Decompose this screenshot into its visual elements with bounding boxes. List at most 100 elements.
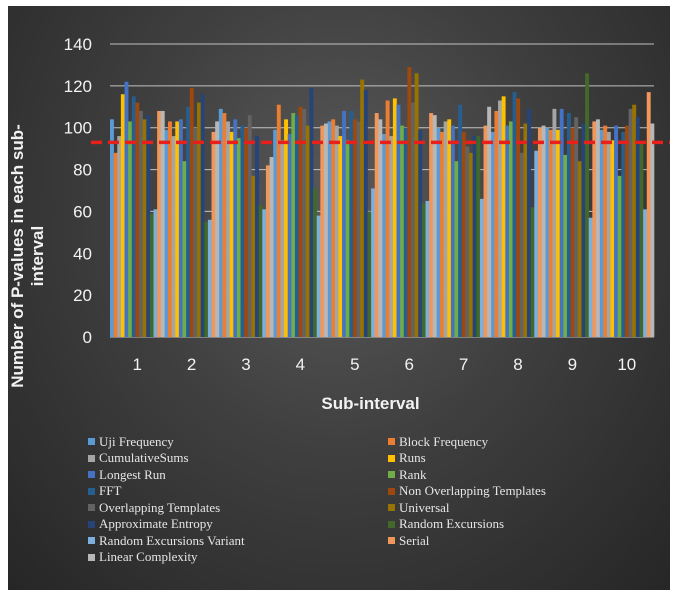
legend-item: Longest Run	[88, 467, 388, 483]
bar-5-serial	[374, 113, 379, 337]
bar-5-non-overlapping-templates	[352, 119, 357, 337]
legend-item: Random Excursions	[388, 516, 648, 533]
bar-3-runs	[229, 131, 234, 337]
bar-5-rank	[345, 140, 350, 337]
bar-3-random-excursions	[258, 205, 263, 337]
bar-2-random-excursions-variant	[207, 219, 212, 337]
bar-4-uji-frequency	[273, 129, 278, 337]
x-tick-label: 4	[296, 355, 305, 374]
bar-7-runs	[447, 119, 452, 337]
bar-7-cumulativesums	[443, 121, 448, 337]
bar-10-serial	[646, 92, 651, 337]
bar-3-universal	[251, 175, 256, 337]
bar-9-universal	[577, 161, 582, 337]
x-tick-label: 7	[459, 355, 468, 374]
bar-4-linear-complexity	[323, 123, 328, 338]
bar-10-longest-run	[614, 125, 619, 337]
bar-6-block-frequency	[385, 100, 390, 337]
bar-9-serial	[592, 121, 597, 337]
bar-6-random-excursions-variant	[425, 200, 430, 337]
bar-10-non-overlapping-templates	[624, 125, 629, 337]
legend-label: FFT	[99, 483, 122, 499]
bar-10-universal	[632, 104, 637, 337]
bar-8-runs	[501, 96, 506, 337]
bar-6-non-overlapping-templates	[407, 67, 412, 337]
bar-4-serial	[320, 125, 325, 337]
x-tick-label: 6	[404, 355, 413, 374]
legend-item: FFT	[88, 483, 388, 500]
y-tick-label: 0	[83, 328, 92, 347]
bar-4-universal	[305, 125, 310, 337]
legend-item: Uji Frequency	[88, 434, 388, 450]
bar-10-runs	[610, 140, 615, 337]
legend-item: Non Overlapping Templates	[388, 483, 648, 500]
bar-7-rank	[454, 161, 459, 337]
bar-5-approximate-entropy	[363, 90, 368, 338]
bar-5-cumulativesums	[334, 125, 339, 337]
y-tick-label: 60	[73, 202, 92, 221]
bar-9-linear-complexity	[595, 119, 600, 337]
bar-2-overlapping-templates	[193, 127, 198, 337]
bar-6-linear-complexity	[432, 115, 437, 338]
bar-8-cumulativesums	[498, 100, 502, 337]
bar-1-fft	[131, 96, 136, 337]
bar-4-longest-run	[287, 133, 292, 337]
y-tick-label: 20	[73, 286, 92, 305]
bar-9-cumulativesums	[552, 108, 557, 337]
bar-1-linear-complexity	[160, 110, 165, 337]
bar-1-runs	[120, 94, 125, 337]
bar-3-longest-run	[233, 119, 238, 337]
bar-6-fft	[403, 127, 408, 337]
bar-5-overlapping-templates	[356, 121, 361, 337]
bar-3-linear-complexity	[269, 157, 274, 337]
bar-9-runs	[556, 129, 561, 337]
y-tick-label: 100	[64, 119, 92, 138]
x-tick-label: 3	[241, 355, 250, 374]
bar-10-uji-frequency	[599, 129, 604, 337]
bar-3-non-overlapping-templates	[244, 127, 249, 337]
bar-10-rank	[617, 175, 622, 337]
bar-2-rank	[182, 161, 187, 337]
bar-1-approximate-entropy	[146, 115, 151, 338]
bar-6-rank	[400, 125, 405, 337]
bar-6-cumulativesums	[389, 136, 394, 337]
y-tick-label: 40	[73, 244, 92, 263]
bar-9-fft	[566, 113, 571, 337]
legend-item: Universal	[388, 500, 648, 516]
bar-9-random-excursions-variant	[588, 217, 593, 337]
bar-7-serial	[483, 125, 488, 337]
bar-6-uji-frequency	[382, 133, 386, 337]
y-tick-label: 120	[64, 77, 92, 96]
legend-label: Universal	[399, 499, 450, 515]
bar-5-runs	[338, 136, 343, 337]
x-tick-label: 10	[617, 355, 636, 374]
chart-svg: 0 20 40 60 80 100 120 140 1 2 3 4 5 6 7 8 9 10	[64, 35, 670, 374]
legend-swatch	[88, 553, 95, 561]
bar-9-non-overlapping-templates	[570, 127, 575, 337]
bar-5-linear-complexity	[378, 119, 383, 337]
y-tick-label: 80	[73, 161, 92, 180]
y-tick-label: 140	[64, 35, 92, 54]
legend-swatch	[88, 438, 95, 446]
bar-4-block-frequency	[276, 104, 281, 337]
bar-10-overlapping-templates	[628, 108, 633, 337]
bar-8-block-frequency	[494, 110, 499, 337]
legend-label: Linear Complexity	[99, 549, 198, 565]
legend-swatch	[388, 438, 395, 446]
bar-3-approximate-entropy	[255, 136, 259, 337]
legend-item: Random Excursions Variant	[88, 533, 388, 549]
bar-9-rank	[563, 154, 568, 337]
legend-label: Approximate Entropy	[99, 516, 213, 532]
chart-area: 0 20 40 60 80 100 120 140 1 2 3 4 5 6 7 8 9 10 Number of …	[8, 6, 670, 590]
legend-swatch	[388, 504, 395, 512]
bar-1-universal	[142, 119, 147, 337]
bar-1-cumulativesums	[117, 136, 122, 337]
bar-3-overlapping-templates	[247, 115, 252, 338]
bar-10-cumulativesums	[606, 131, 611, 337]
bar-1-random-excursions	[149, 213, 154, 337]
bar-7-random-excursions	[476, 136, 481, 337]
bar-5-uji-frequency	[327, 121, 332, 337]
legend-label: Serial	[399, 532, 430, 548]
bar-4-random-excursions	[313, 188, 318, 337]
bar-3-block-frequency	[222, 113, 227, 337]
